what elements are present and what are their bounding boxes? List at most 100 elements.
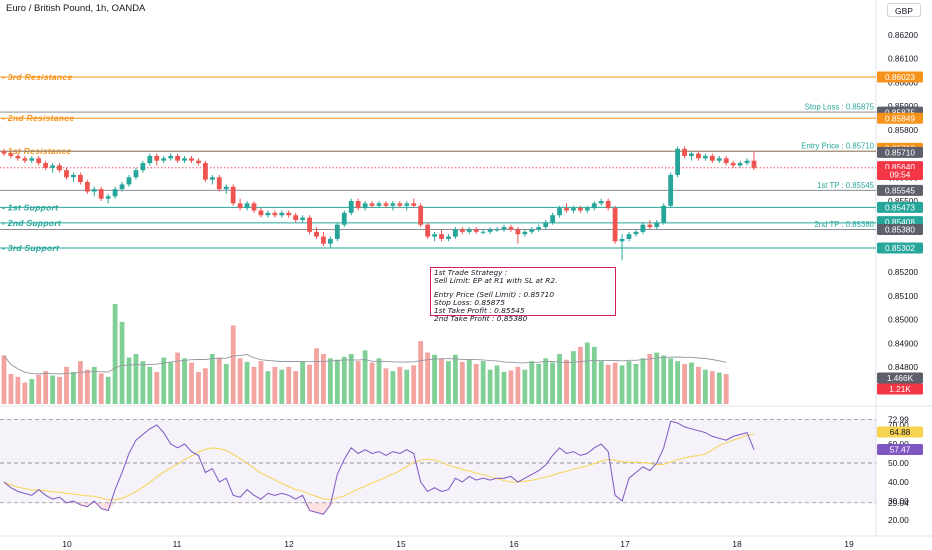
rsi-tick-label: 20.00 — [888, 515, 909, 525]
candle — [43, 160, 49, 171]
volume-bar — [168, 362, 174, 404]
candle — [209, 174, 215, 185]
volume-bar — [432, 354, 437, 404]
candle — [515, 227, 521, 244]
volume-bar — [466, 359, 472, 404]
candle — [300, 215, 306, 223]
time-tick-label: 19 — [844, 539, 854, 549]
volume-bar — [571, 351, 576, 404]
candle — [432, 231, 437, 242]
volume-bar — [702, 369, 708, 404]
svg-text:09:54: 09:54 — [890, 170, 911, 180]
rsi-upper-label: 72.99 — [888, 414, 909, 424]
volume-bar — [577, 346, 583, 404]
currency-button[interactable]: GBP — [887, 3, 921, 17]
candle — [737, 160, 743, 168]
volume-bar — [654, 352, 660, 404]
level-label: - 2nd Support — [2, 218, 62, 228]
volume-bar — [161, 357, 167, 404]
volume-bar — [314, 348, 319, 404]
volume-bar — [327, 358, 333, 404]
candle — [244, 201, 250, 211]
level-label: - 1st Support — [2, 202, 59, 212]
candle — [446, 234, 451, 242]
volume-bar — [175, 352, 181, 404]
time-tick-label: 17 — [620, 539, 630, 549]
candle — [564, 203, 569, 213]
volume-bar — [223, 364, 229, 404]
candle — [640, 222, 646, 235]
volume-bar — [355, 361, 361, 404]
candle — [751, 151, 757, 171]
price-tick-label: 0.85800 — [888, 125, 918, 135]
time-tick-label: 11 — [173, 539, 182, 549]
rsi-line — [3, 420, 755, 515]
candle — [223, 184, 229, 194]
candle — [22, 155, 28, 164]
candle — [272, 210, 278, 218]
svg-text:0.85710: 0.85710 — [885, 148, 915, 158]
trade-line-label: 2nd TP : 0.85380 — [814, 220, 874, 229]
price-tag-tp1: 0.85545 — [877, 184, 923, 196]
candle — [557, 205, 562, 218]
volume-bar — [390, 371, 396, 404]
candle — [77, 172, 83, 185]
level-label: - 3rd Resistance — [2, 72, 72, 82]
trade-line-label: 1st TP : 0.85545 — [817, 181, 875, 190]
level-label: - 3rd Support — [2, 243, 60, 253]
volume-bar — [682, 364, 687, 404]
volume-bar — [494, 365, 500, 404]
volume-bar — [550, 362, 556, 404]
volume-bar — [133, 354, 139, 404]
volume-bar — [480, 361, 486, 404]
candle — [439, 229, 444, 242]
volume-bar — [279, 369, 285, 404]
candle — [265, 210, 271, 218]
volume-bar — [605, 364, 611, 404]
candle — [647, 219, 653, 230]
volume-bar — [50, 375, 56, 404]
volume-bar — [216, 357, 222, 404]
volume-bar — [584, 342, 590, 404]
price-tag-entry: 0.85710 — [877, 146, 923, 158]
candle — [716, 155, 722, 164]
strategy-note[interactable]: 1st Trade Strategy : Sell Limit: EP at R… — [430, 267, 616, 323]
volume-bar — [689, 362, 694, 404]
volume-bar — [459, 361, 465, 404]
candle — [709, 153, 715, 164]
strategy-line-4: Stop Loss: 0.85875 — [434, 298, 505, 308]
candle — [8, 151, 14, 159]
volume-bar — [77, 361, 83, 404]
volume-bar — [425, 352, 431, 404]
candle — [619, 234, 625, 261]
volume-bar — [501, 371, 507, 404]
volume-bar — [334, 359, 340, 404]
volume-bar — [84, 369, 90, 404]
price-tick-label: 0.86100 — [888, 54, 918, 64]
candle — [397, 201, 403, 209]
volume-bar — [598, 361, 604, 404]
volume-bar — [709, 371, 715, 404]
volume-bar — [716, 372, 722, 404]
volume-bar — [626, 361, 632, 404]
candle — [390, 201, 396, 211]
candle — [730, 160, 736, 168]
time-tick-label: 10 — [62, 539, 72, 549]
candle — [182, 155, 187, 164]
price-tick-label: 0.85100 — [888, 291, 918, 301]
volume-bar — [300, 361, 306, 404]
strategy-line-2: Sell Limit: EP at R1 with SL at R2. — [434, 276, 558, 286]
candle — [251, 201, 257, 213]
candle — [140, 160, 146, 173]
candle — [50, 163, 56, 173]
candle — [98, 186, 104, 201]
svg-text:0.86023: 0.86023 — [885, 72, 915, 82]
candle — [133, 167, 139, 180]
candle — [321, 231, 326, 247]
candle — [626, 231, 632, 242]
candle — [327, 236, 333, 249]
volume-bar — [8, 374, 14, 404]
rsi-value-tag: 57.47 — [877, 444, 923, 456]
time-tick-label: 16 — [509, 539, 519, 549]
